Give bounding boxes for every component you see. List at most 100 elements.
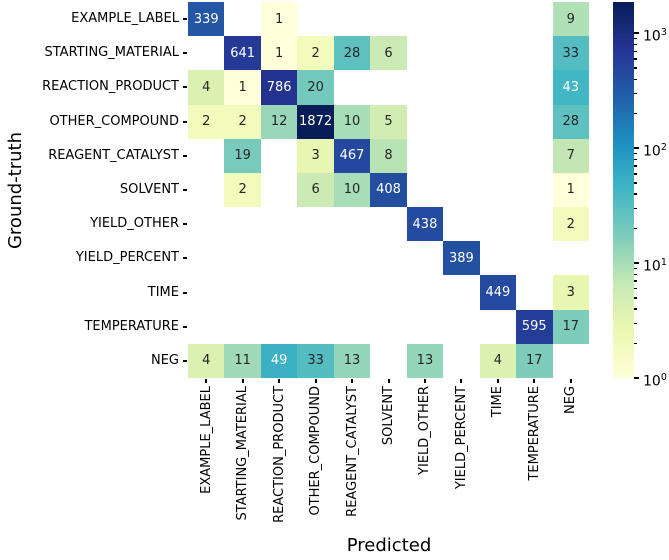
heatmap-cell-STARTING_MATERIAL-REAGENT_CATALYST: 28	[333, 36, 371, 71]
heatmap-cell	[443, 138, 480, 173]
heatmap-cell	[333, 275, 371, 310]
heatmap-cell-REAGENT_CATALYST-STARTING_MATERIAL: 19	[224, 138, 261, 173]
x-tick-label-TIME: TIME	[480, 386, 516, 536]
heatmap-cell-NEG-YIELD_OTHER: 13	[406, 343, 444, 378]
heatmap-cell	[297, 2, 334, 37]
heatmap-cell-STARTING_MATERIAL-REACTION_PRODUCT: 1	[260, 36, 298, 71]
x-tick-mark	[569, 379, 572, 383]
heatmap-cell-STARTING_MATERIAL-STARTING_MATERIAL: 641	[224, 36, 261, 71]
x-tick-mark	[314, 379, 317, 383]
heatmap-cell-NEG-STARTING_MATERIAL: 11	[224, 343, 261, 378]
x-tick-label-text: SOLVENT	[380, 386, 396, 446]
y-tick-label-REAGENT_CATALYST: REAGENT_CATALYST	[48, 147, 179, 163]
heatmap-cell-REACTION_PRODUCT-REACTION_PRODUCT: 786	[260, 70, 298, 105]
heatmap-cell	[406, 275, 444, 310]
heatmap-cell-REACTION_PRODUCT-OTHER_COMPOUND: 20	[297, 70, 334, 105]
heatmap-cell	[516, 104, 553, 139]
x-tick-mark	[533, 379, 536, 383]
colorbar-minor-tick	[634, 228, 637, 230]
colorbar-tick-label: 102	[643, 142, 667, 160]
heatmap-cell-OTHER_COMPOUND-REACTION_PRODUCT: 12	[260, 104, 298, 139]
colorbar-gradient	[613, 2, 634, 378]
colorbar-minor-tick	[634, 182, 637, 184]
heatmap-cell	[297, 241, 334, 276]
y-tick-label-OTHER_COMPOUND: OTHER_COMPOUND	[49, 113, 179, 129]
heatmap-cell	[260, 207, 298, 242]
heatmap-cell	[443, 343, 480, 378]
heatmap-cell	[260, 309, 298, 344]
heatmap-cell-OTHER_COMPOUND-STARTING_MATERIAL: 2	[224, 104, 261, 139]
heatmap-cell-STARTING_MATERIAL-SOLVENT: 6	[370, 36, 407, 71]
colorbar-minor-tick	[634, 322, 637, 325]
colorbar-tick-label: 101	[643, 257, 667, 275]
colorbar-minor-tick	[634, 50, 637, 52]
heatmap-cell	[516, 138, 553, 173]
heatmap-cell	[260, 172, 298, 208]
y-tick-label-NEG: NEG	[150, 352, 179, 368]
heatmap-cell-SOLVENT-STARTING_MATERIAL: 2	[224, 172, 261, 208]
x-tick-label-text: EXAMPLE_LABEL	[198, 386, 214, 494]
heatmap-cell	[406, 309, 444, 344]
heatmap-cell-YIELD_OTHER-YIELD_OTHER: 438	[406, 207, 444, 242]
colorbar-minor-tick	[634, 67, 637, 69]
heatmap-cell-OTHER_COMPOUND-EXAMPLE_LABEL: 2	[188, 104, 225, 139]
colorbar-minor-tick	[634, 280, 637, 282]
heatmap-cell	[260, 275, 298, 310]
heatmap-cell-NEG-EXAMPLE_LABEL: 4	[188, 343, 225, 378]
colorbar-minor-tick	[634, 207, 637, 210]
y-tick-label-YIELD_PERCENT: YIELD_PERCENT	[75, 250, 179, 266]
heatmap-cell	[479, 70, 517, 105]
heatmap-cell	[370, 275, 407, 310]
x-tick-label-YIELD_PERCENT: YIELD_PERCENT	[443, 386, 479, 536]
colorbar-minor-tick	[634, 113, 637, 115]
heatmap-cell	[479, 309, 517, 344]
heatmap-cell	[224, 309, 261, 344]
colorbar-tick-label: 100	[643, 372, 667, 390]
heatmap-cell-NEG-TIME: 4	[479, 343, 517, 378]
heatmap-cell	[443, 207, 480, 242]
y-tick-mark	[183, 18, 187, 21]
heatmap-cell-REAGENT_CATALYST-NEG: 7	[552, 138, 589, 173]
y-tick-label-STARTING_MATERIAL: STARTING_MATERIAL	[44, 45, 180, 61]
x-tick-label-YIELD_OTHER: YIELD_OTHER	[407, 386, 443, 536]
colorbar-minor-tick	[634, 193, 637, 195]
y-tick-label-SOLVENT: SOLVENT	[119, 182, 179, 197]
heatmap-cell	[370, 207, 407, 242]
heatmap-cell	[260, 138, 298, 173]
x-tick-mark	[496, 379, 499, 383]
x-axis-title-text: Predicted	[346, 534, 432, 556]
heatmap-cell	[188, 172, 225, 208]
heatmap-cell-OTHER_COMPOUND-NEG: 28	[552, 104, 589, 139]
heatmap-cell	[333, 70, 371, 105]
heatmap-cell	[370, 70, 407, 105]
heatmap-cell	[479, 138, 517, 173]
heatmap-cell	[479, 172, 517, 208]
heatmap-cell-TEMPERATURE-NEG: 17	[552, 309, 589, 344]
y-tick-label-TIME: TIME	[147, 284, 179, 300]
colorbar-minor-tick	[634, 152, 637, 155]
heatmap-cell	[406, 36, 444, 71]
x-tick-label-REACTION_PRODUCT: REACTION_PRODUCT	[261, 386, 297, 536]
heatmap-cell-YIELD_OTHER-NEG: 2	[552, 207, 589, 242]
heatmap-cell	[516, 241, 553, 276]
x-tick-mark	[205, 379, 208, 383]
x-tick-mark	[387, 379, 390, 383]
heatmap-cell	[443, 309, 480, 344]
heatmap-cell	[479, 104, 517, 139]
heatmap-cell	[333, 241, 371, 276]
colorbar-major-tick	[634, 147, 639, 150]
heatmap-cell	[297, 207, 334, 242]
y-tick-mark	[183, 291, 187, 294]
heatmap-cell-EXAMPLE_LABEL-EXAMPLE_LABEL: 339	[188, 2, 225, 37]
heatmap-cell-NEG-REACTION_PRODUCT: 49	[260, 343, 298, 378]
y-tick-label-YIELD_OTHER: YIELD_OTHER	[90, 216, 179, 232]
x-tick-mark	[351, 379, 354, 383]
colorbar-tick-label: 103	[643, 27, 667, 45]
heatmap-cell-REACTION_PRODUCT-NEG: 43	[552, 70, 589, 105]
heatmap-cell	[224, 275, 261, 310]
x-tick-label-NEG: NEG	[553, 386, 589, 536]
heatmap-cell-REAGENT_CATALYST-SOLVENT: 8	[370, 138, 407, 173]
heatmap-cell-STARTING_MATERIAL-OTHER_COMPOUND: 2	[297, 36, 334, 71]
heatmap-cell	[406, 172, 444, 208]
x-tick-mark	[278, 379, 281, 383]
